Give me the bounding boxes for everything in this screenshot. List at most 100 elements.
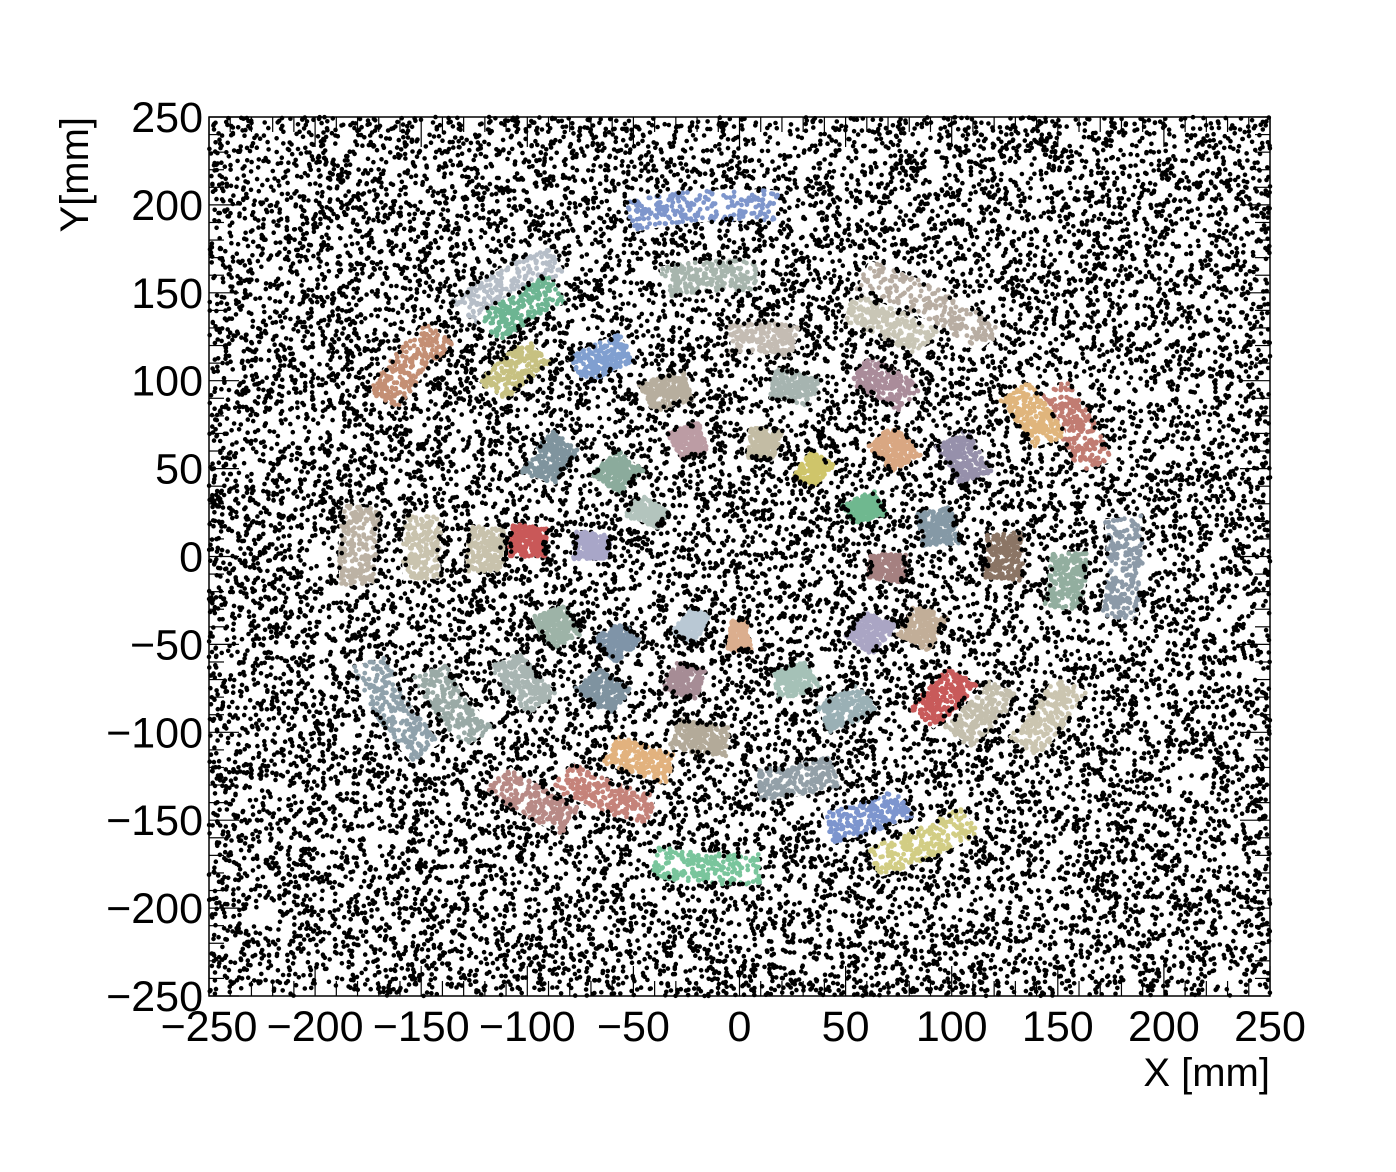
y-tick-label: 100: [131, 358, 203, 406]
cluster-9: [650, 844, 763, 888]
cluster-points: [756, 755, 840, 802]
cluster-points: [844, 294, 939, 355]
cluster-points: [792, 449, 836, 490]
x-tick-label: 200: [1128, 1003, 1200, 1051]
x-tick-label: −50: [597, 1003, 670, 1051]
x-tick-labels: −250 −200 −150 −100 −50 0 50 100 150 200 250: [161, 1003, 1306, 1051]
cluster-edge-noise: [624, 185, 772, 227]
cluster-4: [854, 260, 1004, 353]
cluster-39: [813, 682, 879, 734]
cluster-37: [914, 505, 962, 549]
cluster-32: [462, 524, 509, 574]
cluster-17: [1041, 551, 1089, 612]
cluster-54: [570, 529, 616, 562]
cluster-points: [520, 429, 580, 485]
cluster-points: [464, 524, 507, 574]
cluster-points: [895, 605, 949, 652]
y-axis-title: Y[mm]: [53, 117, 97, 233]
cluster-31: [487, 650, 557, 716]
cluster-19: [822, 788, 914, 845]
cluster-edge-noise: [899, 607, 951, 648]
cluster-30: [601, 732, 676, 785]
y-tick-label: 0: [179, 534, 203, 582]
cluster-points: [934, 429, 994, 484]
x-tick-label: −100: [479, 1003, 576, 1051]
cluster-0: [624, 185, 780, 233]
cluster-edge-noise: [337, 511, 383, 584]
cluster-points: [662, 661, 707, 701]
cluster-points: [725, 618, 754, 653]
cluster-edge-noise: [350, 660, 420, 749]
cluster-edge-noise: [677, 715, 726, 758]
cluster-edge-noise: [481, 344, 553, 401]
x-tick-label: 50: [822, 1003, 870, 1051]
cluster-points: [337, 503, 382, 587]
cluster-44: [586, 447, 646, 496]
y-tick-label: −150: [106, 797, 203, 845]
cluster-edge-noise: [872, 425, 919, 474]
cluster-24: [727, 317, 801, 359]
cluster-edge-noise: [857, 266, 991, 336]
cluster-38: [895, 605, 951, 652]
y-tick-label: −200: [106, 885, 203, 933]
y-tick-label: 200: [131, 182, 203, 230]
cluster-points: [371, 323, 454, 408]
cluster-28: [907, 667, 979, 729]
cluster-edge-noise: [1014, 694, 1088, 758]
cluster-edge-noise: [522, 435, 574, 480]
x-axis-title: X [mm]: [1143, 1051, 1270, 1095]
y-tick-label: 150: [131, 270, 203, 318]
y-tick-labels: −250 −200 −150 −100 −50 0 50 100 150 200 250: [106, 94, 203, 1021]
cluster-points: [401, 513, 444, 582]
cluster-36: [866, 425, 923, 474]
cluster-edge-noise: [669, 256, 758, 298]
cluster-1: [450, 244, 566, 325]
cluster-edge-noise: [981, 530, 1028, 578]
cluster-51: [769, 659, 824, 702]
cluster-53: [591, 621, 643, 664]
x-tick-label: 0: [728, 1003, 752, 1051]
cluster-edge-noise: [912, 669, 967, 726]
y-tick-label: 50: [155, 446, 203, 494]
cluster-edge-noise: [570, 532, 616, 560]
cluster-edge-noise: [484, 274, 568, 332]
y-tick-label: 250: [131, 94, 203, 142]
cluster-points: [727, 320, 801, 358]
cluster-edge-noise: [413, 671, 497, 745]
cluster-50: [843, 611, 901, 656]
cluster-edge-noise: [489, 773, 570, 836]
cluster-45: [665, 421, 709, 463]
cluster-27: [981, 530, 1028, 583]
cluster-edge-noise: [539, 605, 583, 651]
cluster-points: [770, 660, 822, 700]
cluster-edge-noise: [842, 794, 914, 843]
cluster-edge-noise: [651, 844, 746, 888]
x-tick-label: 250: [1234, 1003, 1306, 1051]
cluster-43: [505, 522, 554, 559]
cluster-56: [668, 605, 713, 647]
cluster-edge-noise: [728, 317, 793, 359]
y-tick-label: −250: [106, 973, 203, 1021]
cluster-edge-noise: [843, 293, 922, 355]
cluster-46: [745, 424, 785, 463]
cluster-edge-noise: [549, 763, 650, 828]
y-tick-label: −100: [106, 709, 203, 757]
cluster-edge-noise: [873, 808, 978, 876]
cluster-20: [549, 762, 657, 828]
cluster-25: [850, 355, 923, 413]
cluster-points: [573, 667, 632, 714]
cluster-22: [398, 512, 445, 582]
cluster-points: [625, 188, 780, 232]
cluster-14: [477, 339, 553, 401]
cluster-edge-noise: [935, 428, 992, 479]
cluster-18: [943, 679, 1020, 748]
cluster-edge-noise: [574, 672, 628, 715]
y-tick-label: −50: [130, 621, 203, 669]
cluster-edge-noise: [1097, 527, 1148, 622]
cluster-edge-noise: [591, 622, 640, 659]
cluster-edge-noise: [668, 605, 713, 647]
x-tick-label: 150: [1022, 1003, 1094, 1051]
cluster-points: [668, 717, 731, 759]
cluster-23: [564, 333, 638, 385]
cluster-11: [350, 656, 442, 762]
